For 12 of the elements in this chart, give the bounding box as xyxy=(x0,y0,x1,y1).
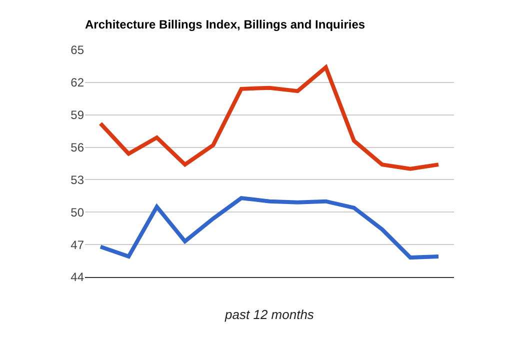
x-axis-title: past 12 months xyxy=(224,307,314,322)
y-tick-label: 62 xyxy=(70,76,84,90)
y-tick-label: 65 xyxy=(70,43,84,58)
y-tick-label: 56 xyxy=(70,140,84,154)
line-series xyxy=(98,65,441,171)
y-tick-label: 53 xyxy=(70,172,84,187)
y-tick-label: 59 xyxy=(70,108,84,122)
chart-title: Architecture Billings Index, Billings and Inquiries xyxy=(85,18,366,32)
y-tick-label: 47 xyxy=(70,238,84,252)
line-series xyxy=(98,196,441,260)
y-tick-label: 50 xyxy=(70,205,84,220)
y-tick-label: 44 xyxy=(70,270,84,284)
